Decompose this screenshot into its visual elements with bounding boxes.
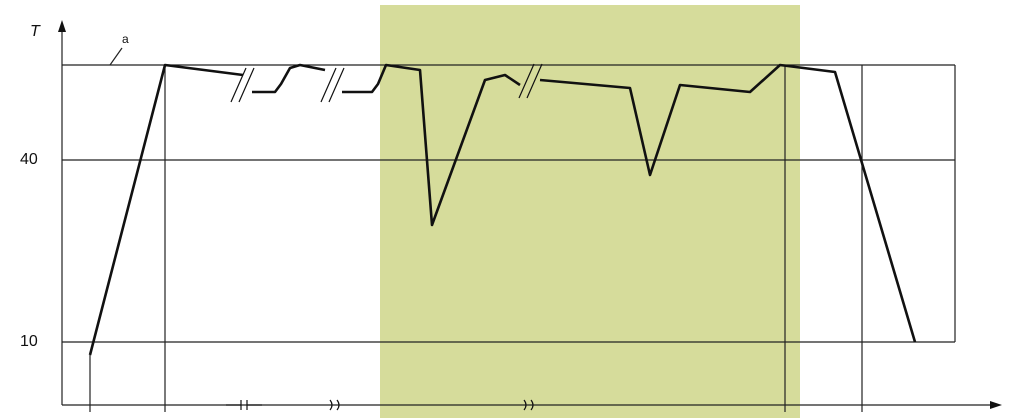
break — [518, 63, 543, 99]
break — [523, 399, 534, 411]
x-arrow — [990, 401, 1002, 409]
curve — [539, 63, 917, 343]
break — [329, 399, 340, 411]
y-arrow — [58, 20, 66, 32]
break — [230, 67, 255, 103]
temperature-curve — [88, 63, 917, 356]
break — [226, 400, 262, 410]
tick-label: 10 — [20, 333, 38, 350]
annotation: a — [122, 32, 129, 46]
curve — [342, 63, 521, 227]
break — [320, 67, 345, 103]
axis-breaks — [226, 399, 534, 411]
curve — [252, 63, 326, 94]
curve — [88, 63, 244, 356]
leader-line — [109, 47, 123, 66]
highlight-region — [380, 5, 800, 418]
tick-label: 40 — [20, 151, 38, 168]
y-axis-label: T — [30, 23, 41, 40]
grid — [58, 20, 1002, 412]
